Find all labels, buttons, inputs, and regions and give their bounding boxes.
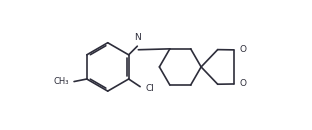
Text: CH₃: CH₃	[54, 77, 70, 86]
Text: N: N	[134, 33, 141, 42]
Text: H: H	[133, 35, 139, 44]
Text: Cl: Cl	[145, 84, 154, 93]
Text: O: O	[239, 45, 246, 54]
Text: O: O	[239, 79, 246, 89]
